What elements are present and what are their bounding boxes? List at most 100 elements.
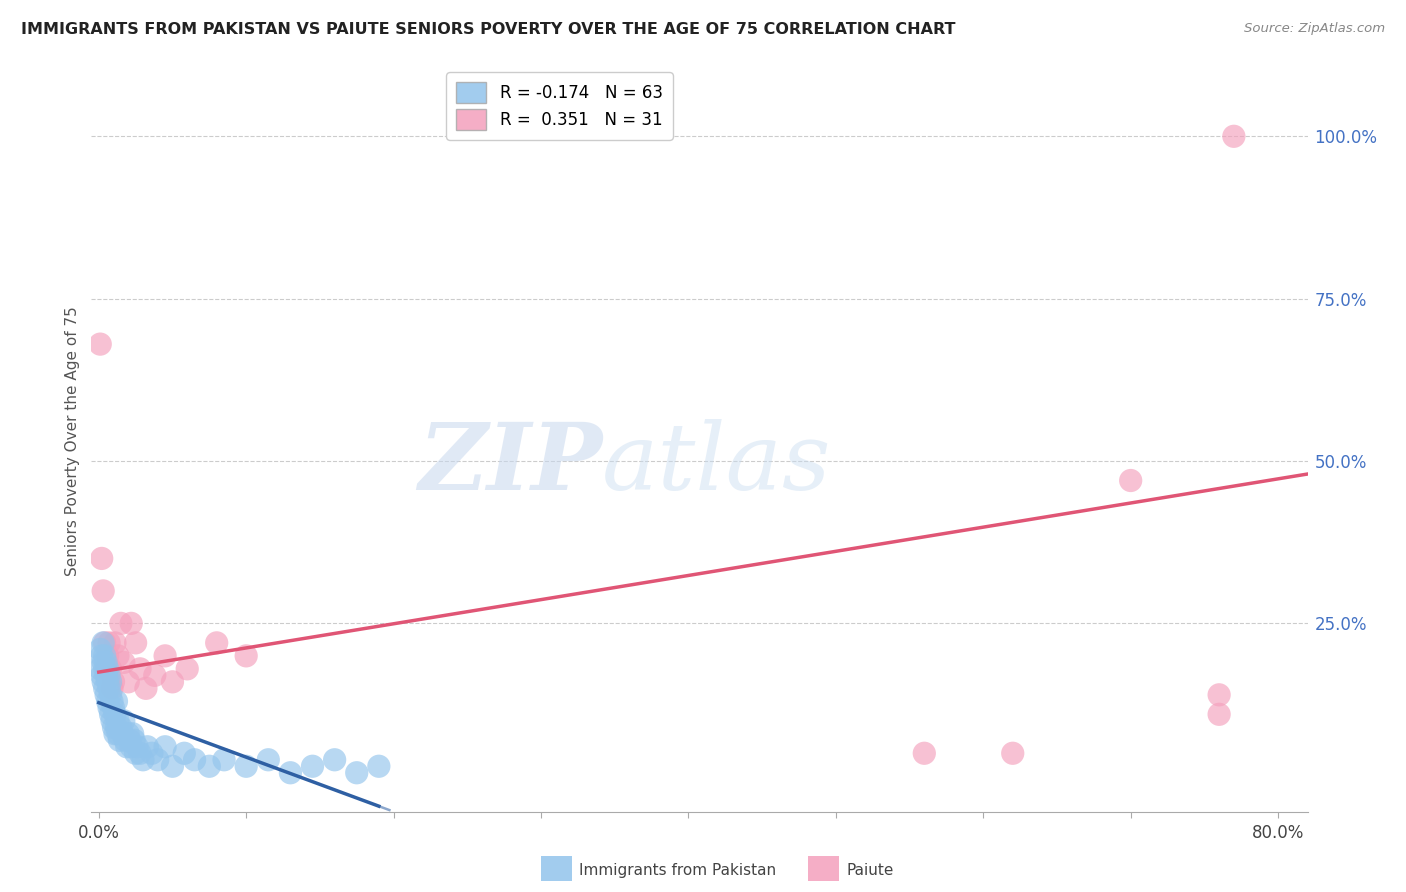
- Point: [112, 714, 135, 728]
- Point: [101, 694, 124, 708]
- Point: [1208, 688, 1230, 702]
- Point: [90, 648, 112, 663]
- Point: [110, 720, 132, 734]
- Point: [98, 701, 121, 715]
- Point: [90, 551, 112, 566]
- Point: [100, 662, 122, 676]
- Point: [89, 337, 111, 351]
- Point: [91, 636, 114, 650]
- Point: [103, 674, 125, 689]
- Point: [103, 701, 125, 715]
- Point: [212, 753, 235, 767]
- Point: [280, 765, 302, 780]
- Point: [94, 668, 117, 682]
- Point: [135, 681, 157, 696]
- Point: [235, 648, 257, 663]
- Point: [97, 674, 120, 689]
- Point: [101, 714, 124, 728]
- Point: [153, 648, 176, 663]
- Point: [136, 739, 159, 754]
- Point: [235, 759, 257, 773]
- Point: [129, 746, 152, 760]
- Text: Immigrants from Pakistan: Immigrants from Pakistan: [579, 863, 776, 878]
- Point: [121, 727, 143, 741]
- Point: [141, 746, 163, 760]
- Point: [91, 656, 114, 670]
- Point: [124, 636, 146, 650]
- Point: [89, 662, 111, 676]
- Point: [93, 636, 115, 650]
- Point: [97, 694, 120, 708]
- Point: [205, 636, 228, 650]
- Point: [146, 753, 169, 767]
- Legend: R = -0.174   N = 63, R =  0.351   N = 31: R = -0.174 N = 63, R = 0.351 N = 31: [447, 72, 673, 140]
- Text: Paiute: Paiute: [846, 863, 894, 878]
- Point: [183, 753, 205, 767]
- Point: [107, 727, 129, 741]
- Text: IMMIGRANTS FROM PAKISTAN VS PAIUTE SENIORS POVERTY OVER THE AGE OF 75 CORRELATIO: IMMIGRANTS FROM PAKISTAN VS PAIUTE SENIO…: [21, 22, 956, 37]
- Point: [107, 648, 129, 663]
- Point: [301, 759, 323, 773]
- Point: [104, 636, 127, 650]
- Point: [98, 668, 121, 682]
- Point: [97, 662, 120, 676]
- Point: [1119, 474, 1142, 488]
- Point: [107, 714, 129, 728]
- Point: [98, 636, 121, 650]
- Point: [105, 720, 128, 734]
- Point: [367, 759, 389, 773]
- Point: [117, 727, 139, 741]
- Point: [105, 694, 128, 708]
- Point: [122, 733, 145, 747]
- Point: [1223, 129, 1246, 144]
- Point: [143, 668, 166, 682]
- Point: [1208, 707, 1230, 722]
- Point: [89, 642, 111, 657]
- Point: [257, 753, 280, 767]
- Point: [127, 739, 149, 754]
- Text: Source: ZipAtlas.com: Source: ZipAtlas.com: [1244, 22, 1385, 36]
- Point: [108, 733, 131, 747]
- Point: [132, 753, 155, 767]
- Text: atlas: atlas: [602, 418, 832, 508]
- Point: [176, 662, 198, 676]
- Point: [104, 707, 127, 722]
- Point: [93, 648, 115, 663]
- Point: [346, 765, 368, 780]
- Point: [100, 688, 122, 702]
- Text: ZIP: ZIP: [418, 418, 602, 508]
- Point: [117, 674, 139, 689]
- Point: [124, 746, 146, 760]
- Point: [129, 662, 152, 676]
- Point: [114, 733, 136, 747]
- Point: [912, 746, 935, 760]
- Point: [198, 759, 221, 773]
- Y-axis label: Seniors Poverty Over the Age of 75: Seniors Poverty Over the Age of 75: [65, 307, 80, 576]
- Point: [104, 727, 127, 741]
- Point: [162, 759, 184, 773]
- Point: [162, 674, 184, 689]
- Point: [91, 583, 114, 598]
- Point: [173, 746, 195, 760]
- Point: [111, 727, 134, 741]
- Point: [91, 674, 114, 689]
- Point: [100, 674, 122, 689]
- Point: [93, 662, 115, 676]
- Point: [94, 688, 117, 702]
- Point: [94, 662, 117, 676]
- Point: [1001, 746, 1024, 760]
- Point: [112, 656, 135, 670]
- Point: [97, 648, 120, 663]
- Point: [110, 616, 132, 631]
- Point: [98, 681, 121, 696]
- Point: [120, 616, 142, 631]
- Point: [90, 668, 112, 682]
- Point: [153, 739, 176, 754]
- Point: [115, 739, 138, 754]
- Point: [101, 681, 124, 696]
- Point: [118, 733, 141, 747]
- Point: [93, 681, 115, 696]
- Point: [103, 720, 125, 734]
- Point: [100, 707, 122, 722]
- Point: [120, 739, 142, 754]
